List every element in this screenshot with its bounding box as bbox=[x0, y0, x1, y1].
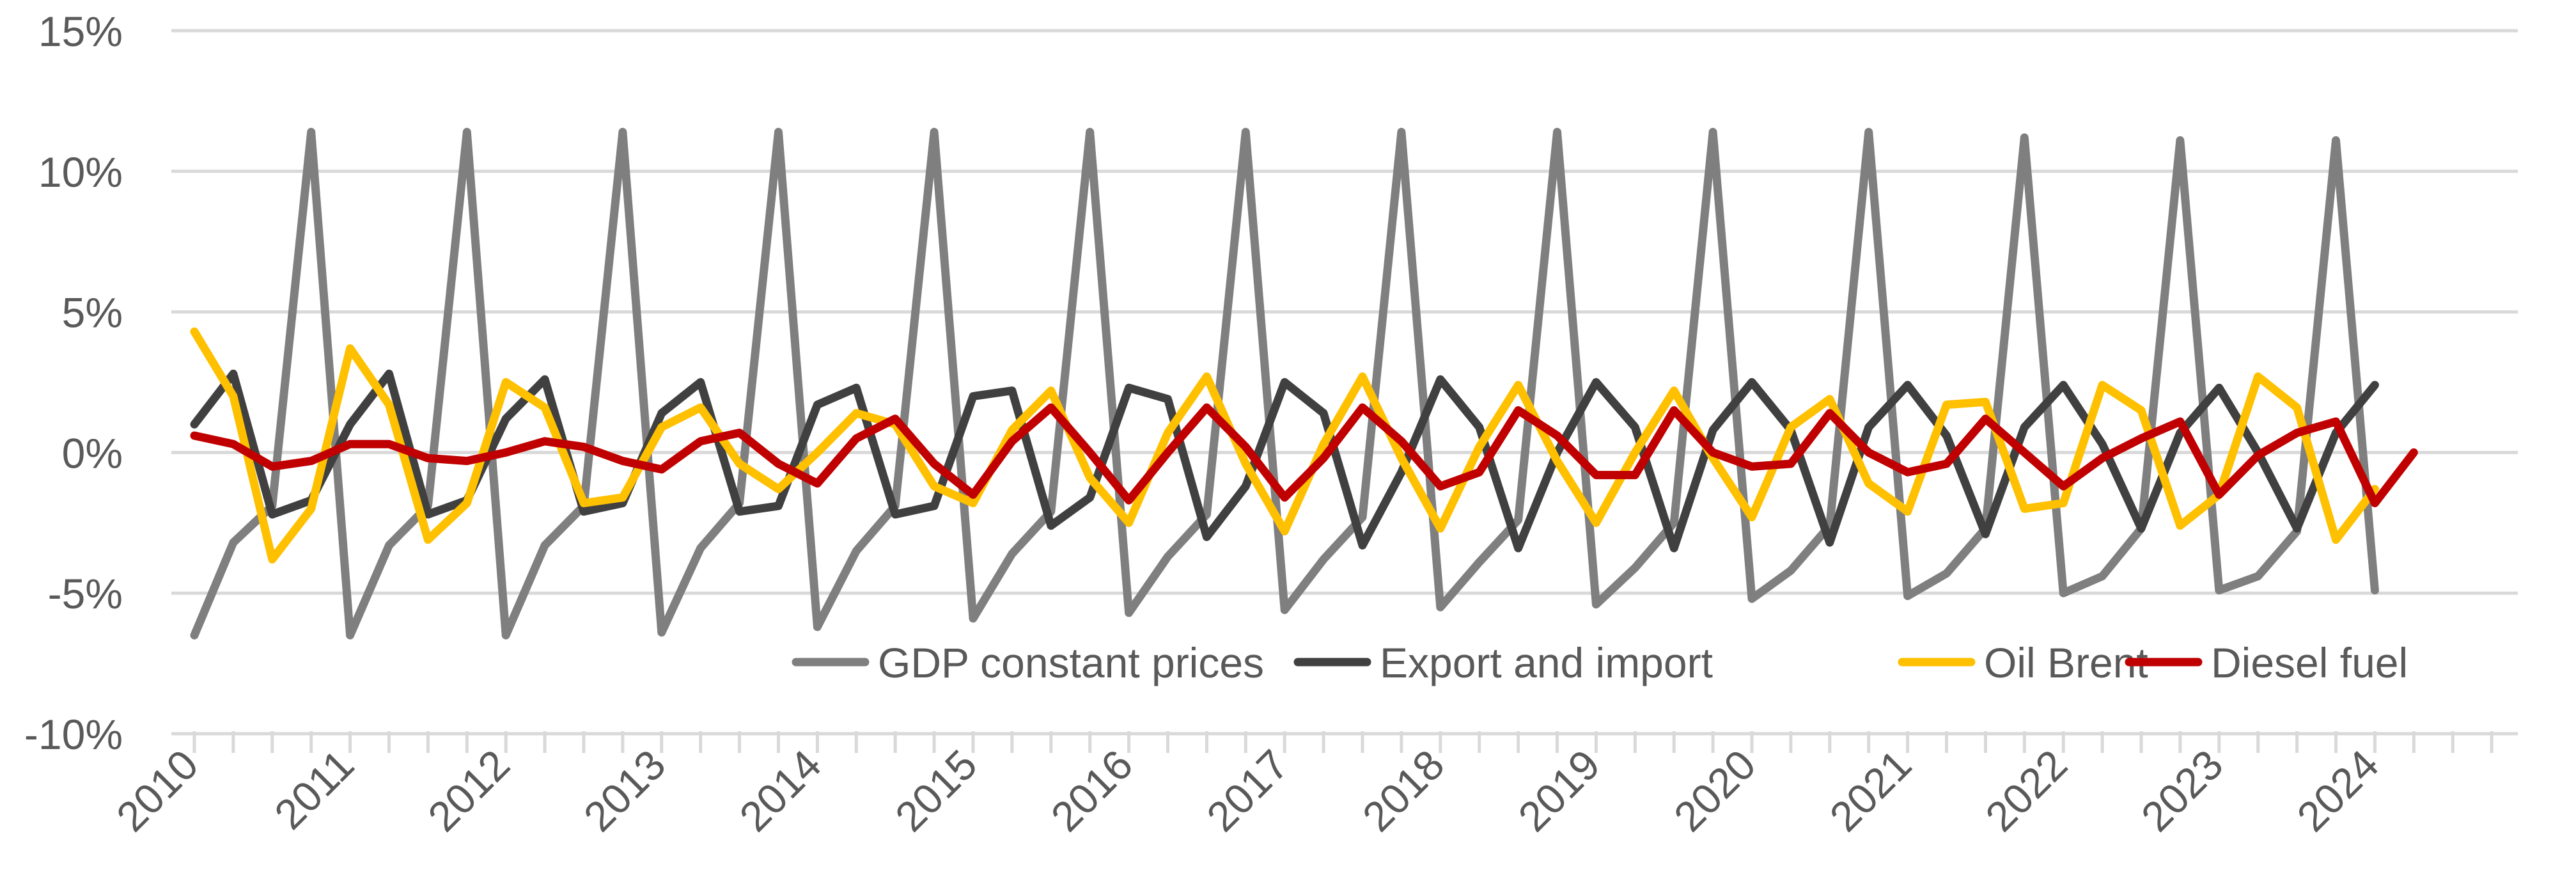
legend-label: GDP constant prices bbox=[878, 639, 1264, 686]
y-tick-label: 10% bbox=[38, 148, 123, 196]
y-tick-label: 15% bbox=[38, 8, 123, 55]
y-axis-tick-labels: -10% -5% 0% 5% 10% 15% bbox=[24, 8, 123, 758]
y-tick-label: -10% bbox=[24, 711, 123, 758]
y-tick-label: -5% bbox=[48, 570, 123, 617]
y-tick-label: 5% bbox=[62, 289, 123, 336]
legend-label: Export and import bbox=[1380, 639, 1713, 686]
series-lines bbox=[190, 127, 2418, 640]
series-line-gdp-constant-prices bbox=[190, 127, 2379, 640]
series-line-diesel-fuel bbox=[190, 403, 2418, 507]
legend-label: Diesel fuel bbox=[2211, 639, 2408, 686]
y-tick-label: 0% bbox=[62, 429, 123, 477]
legend: GDP constant prices Export and import Oil … bbox=[792, 639, 2408, 686]
legend-label: Oil Brent bbox=[1984, 639, 2148, 686]
x-axis bbox=[171, 731, 2518, 753]
